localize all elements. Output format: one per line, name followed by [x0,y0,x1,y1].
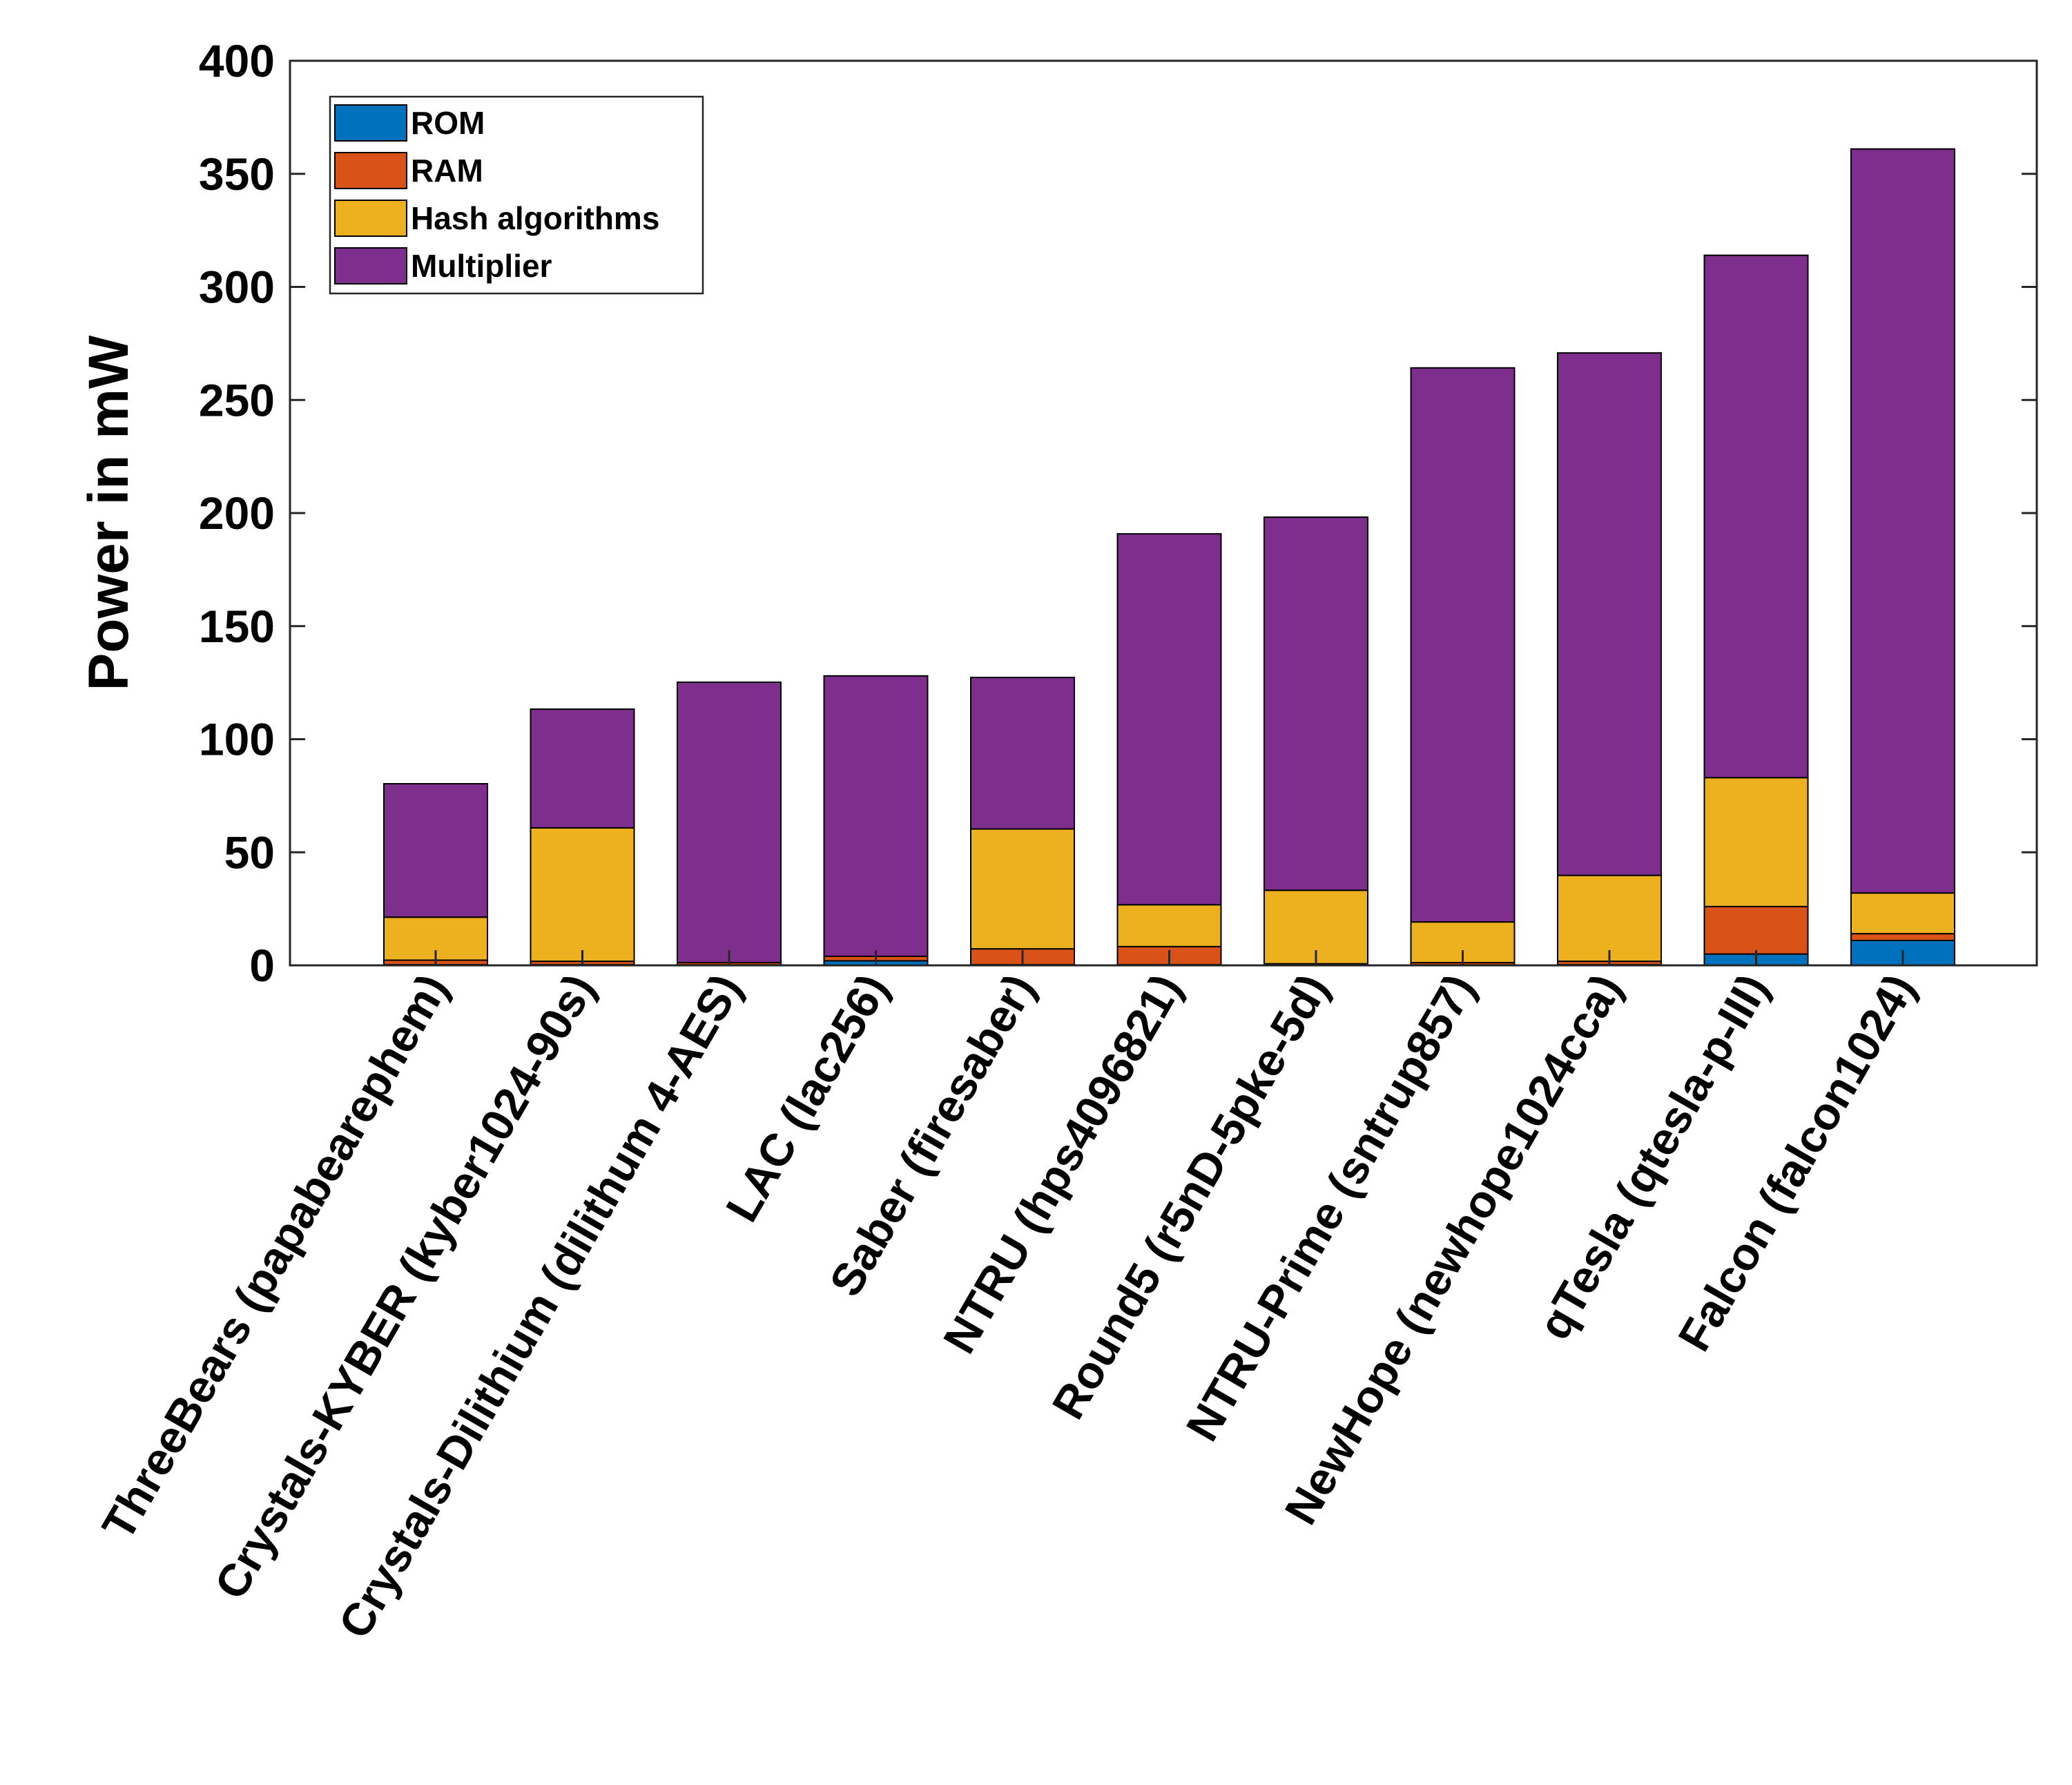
legend: ROM RAM Hash algorithms Multiplier [329,95,704,295]
bars [383,148,1955,966]
bar-segment-multiplier [1410,367,1516,923]
y-tick-label: 350 [199,148,275,200]
bar-segment-hash-algorithms [530,827,635,963]
legend-swatch-rom [334,104,407,142]
x-axis-category-labels: ThreeBears (papabearephem)Crystals-KYBER… [92,965,1925,1647]
bar-segment-hash-algorithms [1557,874,1662,963]
bar-stack [823,675,929,966]
bar-segment-multiplier [1263,516,1368,891]
bar-segment-multiplier [530,708,635,829]
bar-segment-multiplier [677,681,782,964]
bar-stack [1410,367,1516,966]
y-axis-ticks: 0 50 100 150 200 250 300 350 400 [199,35,2037,991]
bar-stack [383,783,488,966]
legend-swatch-multiplier [334,247,407,284]
bar-segment-ram [1703,905,1809,955]
bar-segment-hash-algorithms [970,828,1075,950]
y-axis-label: Power in mW [77,335,140,691]
bar-segment-hash-algorithms [1116,904,1222,947]
bar-segment-multiplier [383,783,488,918]
bar-segment-hash-algorithms [1850,892,1955,935]
bar-stack [1263,516,1368,966]
bar-segment-multiplier [970,677,1075,830]
x-category-label: Round5 (r5nD-5pke-5d) [1042,965,1338,1427]
legend-label: Multiplier [411,248,552,284]
legend-swatch-ram [334,152,407,189]
y-tick-label: 150 [199,601,275,652]
bar-segment-hash-algorithms [1703,777,1809,907]
y-tick-label: 300 [199,262,275,313]
y-tick-label: 200 [199,488,275,539]
legend-label: ROM [411,105,485,141]
bar-segment-multiplier [1850,148,1955,894]
bar-stack [1850,148,1955,966]
bar-stack [1116,533,1222,966]
y-tick-label: 100 [199,714,275,765]
bar-segment-multiplier [1557,352,1662,876]
bar-segment-multiplier [823,675,929,957]
legend-swatch-hash-algorithms [334,200,407,237]
bar-stack [1557,352,1662,966]
bar-segment-multiplier [1116,533,1222,906]
bar-stack [677,681,782,966]
legend-label: RAM [411,153,483,189]
bar-stack [970,677,1075,966]
bar-stack [530,708,635,966]
legend-label: Hash algorithms [411,200,659,236]
bar-segment-ram [1850,933,1955,941]
y-tick-label: 0 [249,940,275,991]
y-tick-label: 250 [199,374,275,425]
plot-area-frame [289,59,2038,967]
y-tick-label: 400 [199,35,275,86]
bar-segment-multiplier [1703,254,1809,779]
y-tick-label: 50 [224,827,275,878]
x-category-label: NTRU-Prime (sntrup857) [1176,965,1484,1449]
bar-stack [1703,254,1809,966]
